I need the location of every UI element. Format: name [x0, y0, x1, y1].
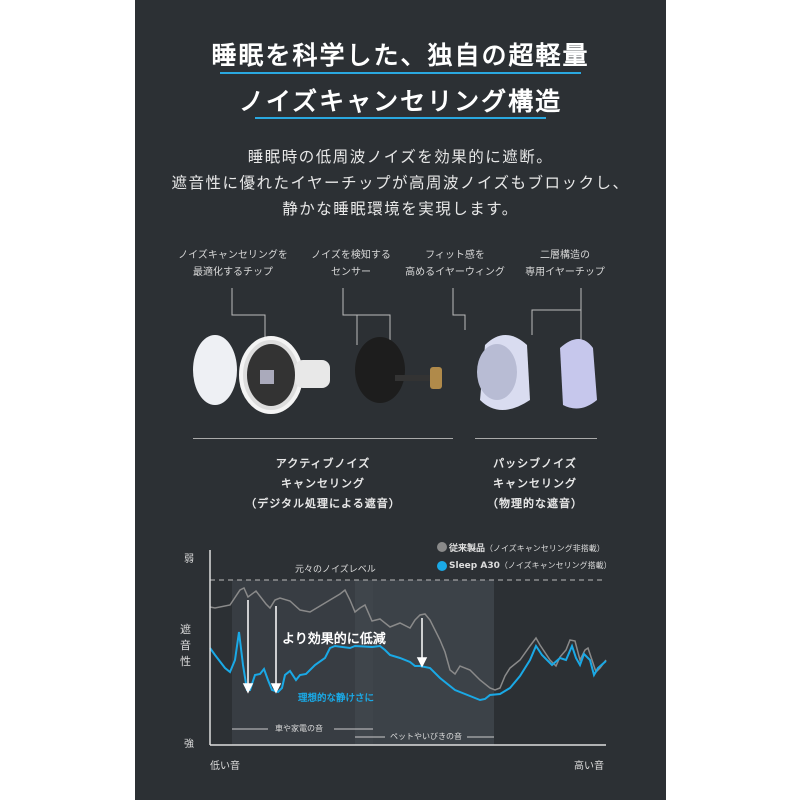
title-underline-2 — [255, 117, 546, 119]
legend-sleep-a30: Sleep A30（ノイズキャンセリング搭載） — [449, 560, 612, 571]
group-line: パッシブノイズ — [493, 457, 577, 470]
leader-lines — [231, 288, 582, 345]
description-line: 遮音性に優れたイヤーチップが高周波ノイズもブロックし、 — [171, 174, 630, 192]
part-label-line: 最適化するチップ — [193, 267, 273, 278]
y-label-char: 遮 — [180, 623, 191, 636]
divider-passive — [475, 438, 597, 439]
part-label-sensor: ノイズを検知する センサー — [286, 247, 416, 281]
earbud-cover-image — [193, 335, 237, 405]
part-label-line: ノイズキャンセリングを — [178, 250, 288, 261]
y-label-char: 音 — [180, 639, 191, 652]
legend-marker-conventional — [437, 542, 447, 552]
band-pet-label: ペットやいびきの音 — [390, 732, 462, 741]
series-conventional — [209, 586, 607, 691]
y-axis-label: 遮音性 — [180, 622, 191, 670]
part-label-line: ノイズを検知する — [311, 250, 391, 261]
group-line: キャンセリング — [493, 477, 577, 490]
legend-note: （ノイズキャンセリング非搭載） — [485, 544, 605, 553]
part-label-line: センサー — [331, 267, 371, 278]
part-label-chip: ノイズキャンセリングを 最適化するチップ — [168, 247, 298, 281]
legend-name: 従来製品 — [449, 544, 486, 554]
group-line: キャンセリング — [281, 477, 365, 490]
series-sleep-a30 — [209, 631, 607, 702]
x-right-label: 高い音 — [574, 761, 604, 772]
title-line-2: ノイズキャンセリング構造 — [238, 87, 563, 116]
part-label-eartip: 二層構造の専用イヤーチップ — [500, 247, 630, 281]
group-passive-nc: パッシブノイズ キャンセリング （物理的な遮音） — [465, 454, 605, 514]
eartip-image — [560, 339, 597, 409]
circuit-board-image — [355, 337, 405, 403]
description: 睡眠時の低周波ノイズを効果的に遮断。 遮音性に優れたイヤーチップが高周波ノイズも… — [135, 144, 666, 222]
group-line: アクティブノイズ — [275, 457, 371, 470]
annotation-ideal: 理想的な静けさに — [298, 693, 375, 704]
baseline-label: 元々のノイズレベル — [295, 565, 376, 575]
group-active-anc: アクティブノイズ キャンセリング （デジタル処理による遮音） — [223, 454, 423, 514]
band-ranges — [232, 728, 494, 738]
legend-marker-sleep-a30 — [437, 561, 447, 571]
title-line-1: 睡眠を科学した、独自の超軽量 — [211, 41, 590, 70]
band-car-label: 車や家電の音 — [275, 724, 323, 733]
legend-name: Sleep A30 — [449, 561, 500, 571]
part-label-line: 二層構造の — [540, 250, 590, 261]
reduction-arrows — [242, 600, 428, 694]
exploded-view-illustration — [193, 288, 597, 414]
part-label-line: 専用イヤーチップ — [525, 267, 605, 278]
y-label-char: 性 — [180, 655, 191, 668]
legend-conventional: 従来製品（ノイズキャンセリング非搭載） — [449, 541, 605, 554]
band-car — [232, 580, 373, 745]
group-line: （デジタル処理による遮音） — [245, 497, 401, 510]
part-label-line: フィット感を — [425, 250, 485, 261]
part-label-earwing: フィット感を高めるイヤーウィング — [390, 247, 520, 281]
infographic-panel: 睡眠を科学した、独自の超軽量 ノイズキャンセリング構造 睡眠時の低周波ノイズを効… — [135, 0, 666, 800]
y-top-label: 弱 — [184, 554, 194, 565]
divider-active — [193, 438, 453, 439]
description-line: 静かな睡眠環境を実現します。 — [282, 200, 519, 218]
legend-note: （ノイズキャンセリング搭載） — [499, 561, 612, 570]
group-line: （物理的な遮音） — [487, 497, 583, 510]
sensor-image — [430, 367, 442, 389]
part-label-line: 高めるイヤーウィング — [405, 267, 505, 278]
title-underline-1 — [220, 72, 581, 74]
annotation-reduce: より効果的に低減 — [282, 632, 386, 647]
x-left-label: 低い音 — [210, 761, 240, 772]
description-line: 睡眠時の低周波ノイズを効果的に遮断。 — [247, 148, 554, 166]
y-bottom-label: 強 — [184, 739, 194, 750]
